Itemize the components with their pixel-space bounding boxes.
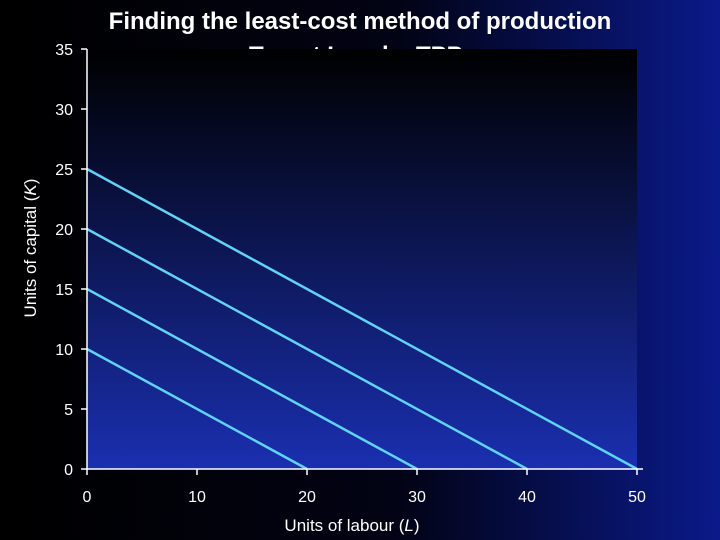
x-tick-label: 40 — [518, 489, 536, 506]
y-tick-label: 15 — [55, 282, 73, 299]
isocost-line-4 — [86, 167, 638, 471]
x-tick-label: 30 — [408, 489, 426, 506]
plot-area — [87, 49, 637, 469]
chart-title: Finding the least-cost method of product… — [108, 8, 612, 35]
y-tick-label: 20 — [55, 222, 73, 239]
y-axis-label: Units of capital (K) — [21, 179, 41, 318]
y-tick-label: 0 — [64, 462, 73, 479]
y-tick-label: 10 — [55, 342, 73, 359]
x-tick-label: 0 — [83, 489, 92, 506]
x-axis-label-text: Units of labour ( — [284, 516, 405, 535]
y-tick-label: 25 — [55, 162, 73, 179]
y-axis-label-end: ) — [21, 178, 40, 185]
x-axis-label: Units of labour (L) — [284, 516, 419, 536]
isocost-line-2 — [86, 287, 418, 471]
x-tick-label: 10 — [188, 489, 206, 506]
x-tick-label: 50 — [628, 489, 646, 506]
isocost-line-3 — [86, 227, 528, 471]
y-axis-label-text: Units of capital ( — [21, 195, 40, 318]
y-tick-label: 5 — [64, 402, 73, 419]
y-tick-label: 35 — [55, 42, 73, 59]
x-axis-label-end: ) — [413, 516, 420, 535]
x-tick-label: 20 — [298, 489, 316, 506]
y-axis-label-var: K — [21, 184, 40, 196]
isocost-line-1 — [86, 347, 308, 471]
y-tick-label: 30 — [55, 102, 73, 119]
x-axis-label-var: L — [404, 516, 414, 535]
